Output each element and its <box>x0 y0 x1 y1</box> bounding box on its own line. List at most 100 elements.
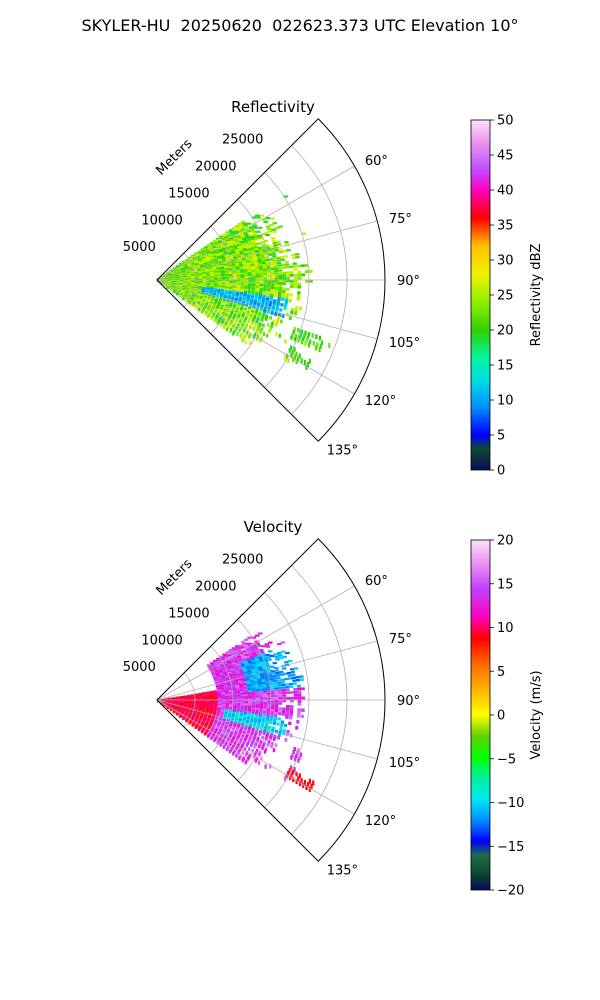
echo-cell <box>292 749 295 755</box>
echo-cell <box>250 265 255 268</box>
echo-cell <box>251 689 256 692</box>
echo-cell <box>261 681 266 685</box>
echo-cell <box>230 328 233 332</box>
echo-cell <box>278 274 283 277</box>
echo-cell <box>240 646 245 649</box>
echo-cell <box>252 697 256 700</box>
echo-cell <box>278 289 282 293</box>
echo-cell <box>266 730 270 734</box>
echo-cell <box>207 245 212 248</box>
echo-cell <box>213 696 218 699</box>
echo-cell <box>219 682 224 685</box>
azimuth-tick-label: 60° <box>365 154 388 169</box>
echo-cell <box>261 233 266 236</box>
echo-cell <box>237 237 242 240</box>
echo-cell <box>237 228 242 231</box>
echo-cell <box>305 785 308 790</box>
echo-cell <box>268 675 273 679</box>
echo-cell <box>236 253 241 257</box>
echo-cell <box>278 709 282 713</box>
echo-cell <box>269 683 274 686</box>
echo-cell <box>251 695 256 698</box>
echo-cell <box>290 282 294 286</box>
echo-cell <box>251 267 256 270</box>
echo-cell <box>266 291 271 294</box>
echo-cell <box>225 278 230 281</box>
echo-cell <box>264 317 268 321</box>
echo-cell <box>216 713 220 716</box>
echo-cell <box>280 319 283 324</box>
echo-cell <box>236 664 241 667</box>
echo-cell <box>247 713 251 716</box>
echo-cell <box>226 661 231 664</box>
echo-cell <box>259 740 263 744</box>
echo-cell <box>259 288 263 291</box>
echo-cell <box>207 734 210 738</box>
echo-cell <box>240 276 245 279</box>
echo-cell <box>223 682 228 685</box>
echo-cell <box>221 255 226 259</box>
echo-cell <box>240 710 244 713</box>
echo-cell <box>233 230 239 233</box>
echo-cell <box>273 734 277 739</box>
echo-cell <box>215 252 220 255</box>
echo-cell <box>242 259 247 262</box>
echo-cell <box>244 304 248 308</box>
echo-cell <box>242 741 245 746</box>
echo-cell <box>243 747 246 751</box>
echo-cell <box>255 275 260 278</box>
echo-cell <box>240 283 245 286</box>
echo-cell <box>224 254 229 257</box>
echo-cell <box>275 671 280 674</box>
echo-cell <box>273 684 278 687</box>
azimuth-tick-label: 60° <box>365 574 388 589</box>
echo-cell <box>220 713 224 716</box>
echo-cell <box>215 262 220 265</box>
echo-cell <box>241 735 244 739</box>
echo-cell <box>248 285 252 288</box>
echo-cell <box>273 719 277 723</box>
echo-cell <box>266 708 271 712</box>
echo-cell <box>224 711 228 714</box>
sector-frame <box>156 118 386 442</box>
echo-cell <box>235 672 241 675</box>
echo-cell <box>243 688 248 691</box>
echo-cell <box>242 263 247 266</box>
echo-cell <box>216 712 220 715</box>
echo-cell <box>219 663 224 666</box>
echo-cell <box>214 681 219 684</box>
echo-cell <box>281 266 286 269</box>
echo-cell <box>292 262 297 265</box>
echo-cell <box>293 268 298 271</box>
echo-cell <box>232 664 237 667</box>
echo-cell <box>232 273 237 276</box>
echo-cell <box>251 707 256 710</box>
echo-cell <box>240 272 245 275</box>
echo-cell <box>232 707 237 710</box>
echo-cell <box>297 702 302 706</box>
echo-cell <box>244 277 249 281</box>
echo-cell <box>246 741 249 746</box>
echo-cell <box>236 675 242 678</box>
echo-cell <box>276 722 280 726</box>
echo-cell <box>252 644 257 647</box>
echo-cell <box>268 303 272 307</box>
echo-cell <box>236 255 242 258</box>
echo-cell <box>249 314 253 318</box>
echo-cell <box>255 642 260 645</box>
echo-cell <box>311 333 314 338</box>
echo-cell <box>253 234 258 237</box>
echo-cell <box>234 645 240 648</box>
echo-cell <box>225 245 230 248</box>
echo-cell <box>263 288 267 292</box>
echo-cell <box>224 714 228 717</box>
echo-cell <box>250 228 255 231</box>
echo-cell <box>242 756 245 761</box>
azimuth-gridline <box>156 220 378 281</box>
echo-cell <box>244 662 249 666</box>
echo-cell <box>226 659 231 662</box>
echo-cell <box>248 727 251 731</box>
echo-cell <box>251 291 255 295</box>
echo-cell <box>255 277 260 280</box>
echo-cell <box>209 273 214 276</box>
